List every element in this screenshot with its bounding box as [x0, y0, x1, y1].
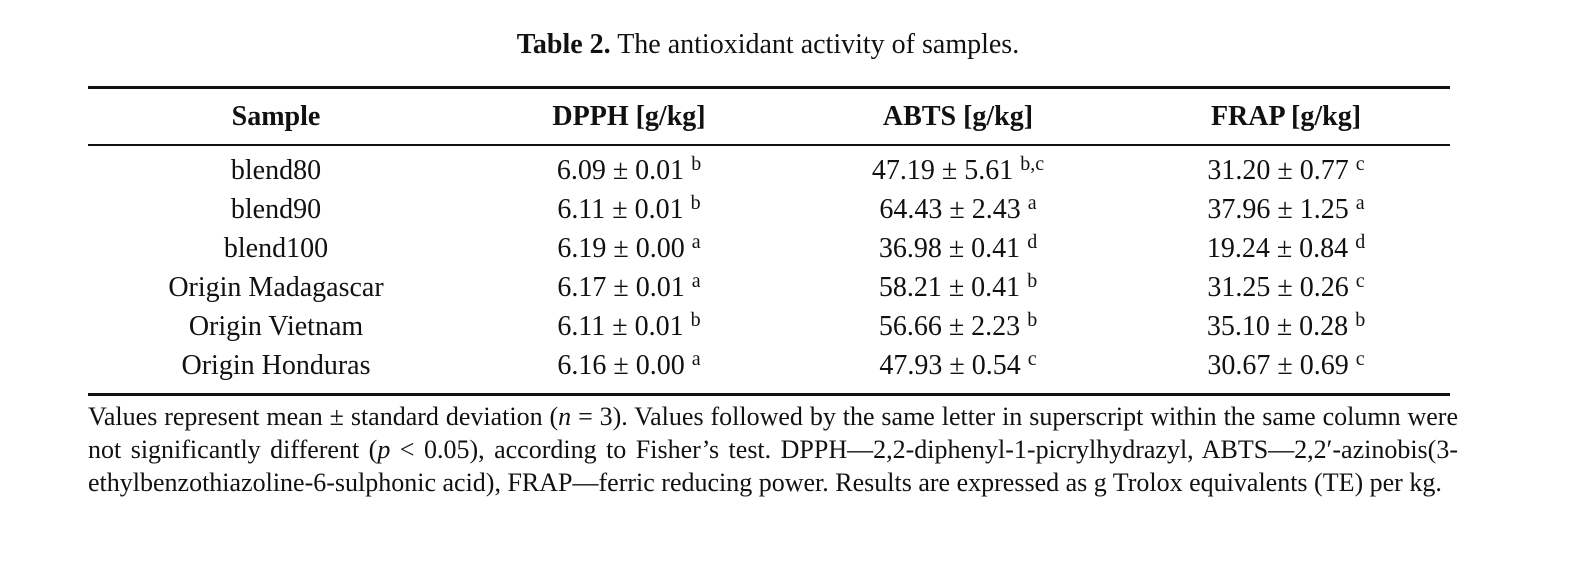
table-row: Origin Honduras 6.16 ± 0.00 a 47.93 ± 0.… [88, 346, 1450, 385]
frap-value: 31.25 ± 0.26 [1207, 271, 1349, 303]
dpph-value: 6.19 ± 0.00 [557, 232, 685, 264]
dpph-value: 6.11 ± 0.01 [557, 193, 684, 225]
header-dpph: DPPH [g/kg] [552, 100, 706, 132]
table-header-rule [88, 144, 1450, 146]
caption-text: The antioxidant activity of samples. [617, 29, 1020, 60]
note-text-3: < 0.05), according to Fisher’s test. DPP… [88, 435, 1458, 497]
frap-cell: 30.67 ± 0.69 c [1122, 346, 1450, 385]
dpph-value: 6.11 ± 0.01 [557, 310, 684, 342]
frap-letter: b [1355, 308, 1366, 331]
header-sample: Sample [231, 100, 321, 132]
table-header-row: Sample DPPH [g/kg] ABTS [g/kg] FRAP [g/k… [88, 89, 1450, 144]
frap-value: 19.24 ± 0.84 [1206, 232, 1349, 264]
dpph-letter: b [690, 308, 701, 331]
abts-value: 47.19 ± 5.61 [871, 154, 1014, 186]
frap-letter: a [1355, 191, 1365, 214]
frap-letter: c [1355, 152, 1365, 175]
antioxidant-table: Sample DPPH [g/kg] ABTS [g/kg] FRAP [g/k… [88, 89, 1450, 385]
dpph-letter: a [691, 347, 701, 370]
abts-cell: 56.66 ± 2.23 b [794, 307, 1122, 346]
abts-value: 36.98 ± 0.41 [878, 232, 1021, 264]
table-row: blend80 6.09 ± 0.01 b 47.19 ± 5.61 b,c 3… [88, 144, 1450, 190]
note-p-variable: p [377, 435, 391, 464]
abts-cell: 36.98 ± 0.41 d [794, 229, 1122, 268]
dpph-value: 6.09 ± 0.01 [556, 154, 685, 186]
frap-value: 31.20 ± 0.77 [1207, 154, 1349, 186]
note-text-2: = 3). Values followed by the same letter… [88, 402, 1458, 464]
sample-cell: blend80 [230, 154, 322, 186]
abts-cell: 64.43 ± 2.43 a [794, 190, 1122, 229]
abts-value: 56.66 ± 2.23 [878, 310, 1021, 342]
abts-cell: 47.19 ± 5.61 b,c [794, 144, 1122, 190]
abts-value: 64.43 ± 2.43 [879, 193, 1021, 225]
sample-cell: Origin Madagascar [168, 271, 384, 303]
abts-letter: b [1027, 308, 1038, 331]
frap-cell: 19.24 ± 0.84 d [1122, 229, 1450, 268]
table-bottom-rule [88, 393, 1450, 396]
sample-cell: blend90 [230, 193, 322, 225]
dpph-cell: 6.19 ± 0.00 a [464, 229, 794, 268]
table-row: Origin Vietnam 6.11 ± 0.01 b 56.66 ± 2.2… [88, 307, 1450, 346]
note-n-variable: n [558, 402, 572, 431]
caption-label: Table 2. [516, 29, 611, 60]
table-row: blend90 6.11 ± 0.01 b 64.43 ± 2.43 a 37.… [88, 190, 1450, 229]
dpph-cell: 6.17 ± 0.01 a [464, 268, 794, 307]
note-text-1: Values represent mean ± standard deviati… [88, 402, 559, 431]
dpph-cell: 6.16 ± 0.00 a [464, 346, 794, 385]
frap-cell: 35.10 ± 0.28 b [1122, 307, 1450, 346]
table-top-rule [88, 86, 1450, 89]
dpph-letter: a [691, 269, 701, 292]
sample-cell: Origin Honduras [181, 349, 371, 381]
abts-letter: a [1027, 191, 1037, 214]
sample-cell: Origin Vietnam [188, 310, 364, 342]
frap-value: 30.67 ± 0.69 [1207, 349, 1349, 381]
abts-cell: 58.21 ± 0.41 b [794, 268, 1122, 307]
frap-cell: 37.96 ± 1.25 a [1122, 190, 1450, 229]
abts-letter: c [1027, 347, 1037, 370]
frap-letter: c [1355, 269, 1365, 292]
dpph-letter: b [691, 152, 702, 175]
abts-value: 58.21 ± 0.41 [878, 271, 1021, 303]
frap-letter: c [1355, 347, 1365, 370]
header-abts: ABTS [g/kg] [882, 100, 1034, 132]
dpph-value: 6.17 ± 0.01 [557, 271, 685, 303]
frap-cell: 31.20 ± 0.77 c [1122, 144, 1450, 190]
abts-letter: b,c [1020, 152, 1045, 175]
dpph-letter: b [690, 191, 701, 214]
frap-cell: 31.25 ± 0.26 c [1122, 268, 1450, 307]
table-row: Origin Madagascar 6.17 ± 0.01 a 58.21 ± … [88, 268, 1450, 307]
abts-letter: b [1027, 269, 1038, 292]
dpph-value: 6.16 ± 0.00 [557, 349, 685, 381]
abts-letter: d [1027, 230, 1038, 253]
dpph-letter: a [691, 230, 701, 253]
frap-value: 37.96 ± 1.25 [1207, 193, 1349, 225]
frap-value: 35.10 ± 0.28 [1206, 310, 1349, 342]
dpph-cell: 6.11 ± 0.01 b [464, 307, 794, 346]
abts-value: 47.93 ± 0.54 [879, 349, 1021, 381]
dpph-cell: 6.11 ± 0.01 b [464, 190, 794, 229]
table-row: blend100 6.19 ± 0.00 a 36.98 ± 0.41 d 19… [88, 229, 1450, 268]
header-frap: FRAP [g/kg] [1210, 100, 1362, 132]
table-caption: Table 2. The antioxidant activity of sam… [0, 27, 1536, 63]
table-footnote: Values represent mean ± standard deviati… [88, 400, 1458, 499]
frap-letter: d [1355, 230, 1366, 253]
dpph-cell: 6.09 ± 0.01 b [464, 144, 794, 190]
abts-cell: 47.93 ± 0.54 c [794, 346, 1122, 385]
sample-cell: blend100 [223, 232, 329, 264]
